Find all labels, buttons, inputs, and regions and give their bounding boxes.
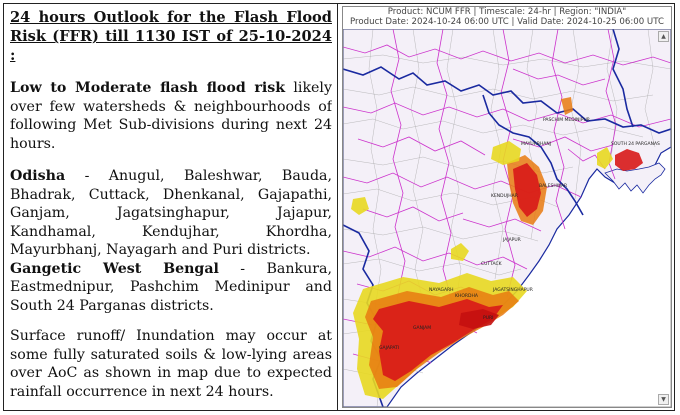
bulletin-headline: 24 hours Outlook for the Flash Flood Ris… (10, 9, 332, 64)
odisha-label: Odisha (10, 168, 66, 184)
gwb-label: Gangetic West Bengal (10, 260, 219, 277)
gwb-districts: Gangetic West Bengal - Bankura, Eastmedn… (10, 260, 332, 316)
low-risk-zone-central (451, 243, 469, 261)
risk-summary: Low to Moderate flash flood risk likely … (10, 79, 332, 153)
column-divider (337, 4, 338, 410)
map-label-khordha: KHORDHA (455, 293, 479, 299)
map-label-jajapur: JAJAPUR (502, 237, 521, 243)
map-date-line: Product Date: 2024-10-24 06:00 UTC | Val… (350, 17, 664, 27)
high-risk-zone-parganas (615, 149, 643, 171)
map-label-puri: PURI (483, 315, 493, 321)
map-scroll-down-button[interactable]: ▼ (658, 394, 669, 405)
flash-flood-risk-map[interactable]: MAYURBHANJ BALESHWAR SOUTH 24 PARGANAS K… (343, 29, 671, 407)
map-label-paschim-medinipur: PASCHIM MEDINIPUR (543, 117, 590, 123)
map-label-gajapati: GAJAPATI (379, 345, 399, 351)
map-label-nayagarh: NAYAGARH (429, 287, 454, 293)
ffr-map-panel: Product: NCUM FFR | Timescale: 24-hr | R… (342, 6, 672, 408)
place-labels: MAYURBHANJ BALESHWAR SOUTH 24 PARGANAS K… (379, 117, 660, 351)
odisha-district-list: - Anugul, Baleshwar, Bauda, Bhadrak, Cut… (10, 168, 332, 258)
moderate-risk-zone-parganas (597, 147, 613, 169)
moderate-risk-zone-east (561, 97, 573, 115)
bulletin-frame: 24 hours Outlook for the Flash Flood Ris… (3, 3, 675, 411)
map-label-ganjam: GANJAM (413, 325, 431, 331)
bulletin-text-panel: 24 hours Outlook for the Flash Flood Ris… (10, 8, 332, 408)
map-product-line: Product: NCUM FFR | Timescale: 24-hr | R… (387, 7, 627, 17)
map-header: Product: NCUM FFR | Timescale: 24-hr | R… (343, 7, 671, 30)
high-risk-zone-puri (459, 309, 499, 329)
odisha-districts: Odisha - Anugul, Baleshwar, Bauda, Bhadr… (10, 167, 332, 260)
sundarbans-islands (604, 162, 666, 194)
map-label-kendujhar: KENDUJHAR (491, 193, 518, 199)
risk-description: likely over few watersheds & neighbourho… (10, 80, 332, 152)
map-label-cuttack: CUTTACK (481, 261, 503, 267)
low-risk-zone-north (491, 141, 521, 165)
map-label-jagatsinghapur: JAGATSINGHAPUR (492, 287, 533, 293)
map-label-south-24-parganas: SOUTH 24 PARGANAS (611, 141, 660, 147)
risk-shading (351, 97, 643, 399)
high-risk-zone-north (513, 163, 541, 217)
map-scroll-up-button[interactable]: ▲ (658, 31, 669, 42)
gwb-district-list: - Bankura, Eastmednipur, Pashchim Medini… (10, 260, 332, 314)
map-label-mayurbhanj: MAYURBHANJ (521, 141, 551, 147)
map-label-baleshwar: BALESHWAR (539, 183, 567, 189)
runoff-note: Surface runoff/ Inundation may occur at … (10, 328, 332, 400)
risk-level: Low to Moderate flash flood risk (10, 80, 286, 96)
low-risk-zone-west (351, 197, 369, 215)
